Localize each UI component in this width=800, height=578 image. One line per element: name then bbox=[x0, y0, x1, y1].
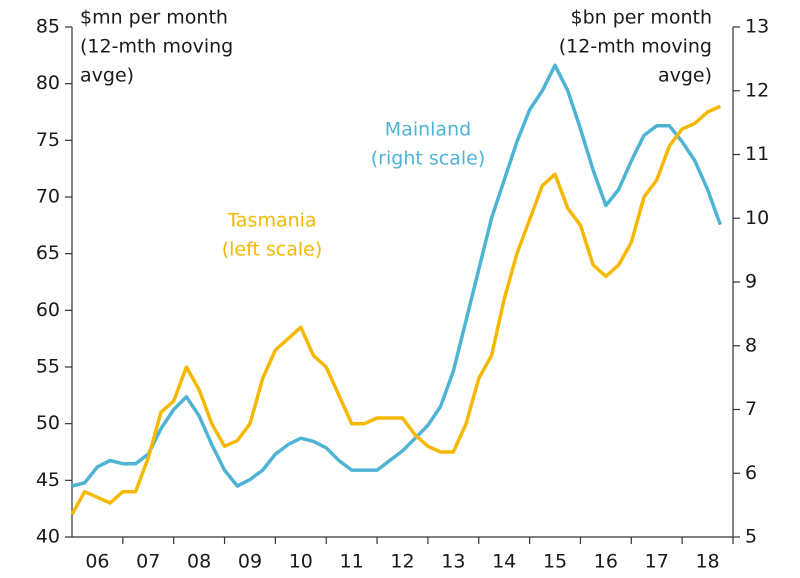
x-tick-label: 08 bbox=[187, 551, 211, 573]
line-tasmania bbox=[70, 104, 722, 516]
y2-tick-label: 9 bbox=[745, 271, 757, 293]
x-tick-label: 16 bbox=[594, 551, 618, 573]
x-tick-label: 10 bbox=[289, 551, 313, 573]
y-tick-label: 55 bbox=[36, 356, 60, 378]
y-tick-label: 60 bbox=[36, 299, 60, 321]
y-tick-label: 65 bbox=[36, 242, 60, 264]
y-tick-label: 85 bbox=[36, 16, 60, 38]
x-tick-label: 07 bbox=[136, 551, 160, 573]
y2-axis-label: $bn per month bbox=[571, 7, 713, 29]
y-tick-label: 40 bbox=[36, 526, 60, 548]
y2-axis-label: (12-mth moving bbox=[559, 36, 712, 58]
line-mainland bbox=[71, 63, 722, 488]
annotation: (right scale) bbox=[371, 148, 485, 170]
x-tick-label: 06 bbox=[85, 551, 109, 573]
annotation: Mainland bbox=[385, 119, 471, 141]
y-tick-label: 50 bbox=[36, 412, 60, 434]
y2-tick-label: 7 bbox=[745, 398, 757, 420]
y-tick-label: 70 bbox=[36, 186, 60, 208]
y-axis-label: (12-mth moving bbox=[80, 36, 233, 58]
x-tick-label: 17 bbox=[645, 551, 669, 573]
y-axis-label: avge) bbox=[80, 65, 134, 87]
y-tick-label: 45 bbox=[36, 469, 60, 491]
y2-tick-label: 8 bbox=[745, 334, 757, 356]
y-tick-label: 75 bbox=[36, 129, 60, 151]
y2-axis-label: avge) bbox=[658, 65, 712, 87]
annotation: Tasmania bbox=[226, 210, 316, 232]
y-axis-label: $mn per month bbox=[80, 7, 228, 29]
x-tick-label: 09 bbox=[238, 551, 262, 573]
x-tick-label: 18 bbox=[695, 551, 719, 573]
y2-tick-label: 12 bbox=[745, 79, 769, 101]
annotation: (left scale) bbox=[222, 239, 323, 261]
x-tick-label: 11 bbox=[340, 551, 364, 573]
y2-tick-label: 10 bbox=[745, 207, 769, 229]
x-tick-label: 13 bbox=[441, 551, 465, 573]
x-tick-label: 12 bbox=[390, 551, 414, 573]
x-tick-label: 14 bbox=[492, 551, 516, 573]
y-tick-label: 80 bbox=[36, 72, 60, 94]
y2-tick-label: 5 bbox=[745, 526, 757, 548]
y2-tick-label: 6 bbox=[745, 462, 757, 484]
y2-tick-label: 11 bbox=[745, 143, 769, 165]
x-tick-label: 15 bbox=[543, 551, 567, 573]
y2-tick-label: 13 bbox=[745, 16, 769, 38]
